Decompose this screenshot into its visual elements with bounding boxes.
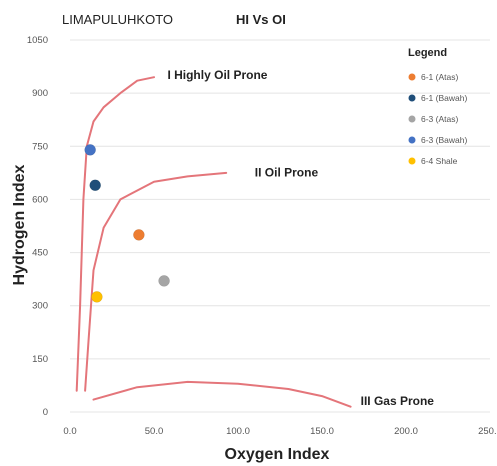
y-axis-ticks: 0 150 300 450 600 750 900 1050: [27, 35, 48, 418]
region-label-2: II Oil Prone: [255, 165, 319, 179]
region-curve-1: [75, 76, 155, 392]
legend-label-4: 6-3 (Bawah): [421, 135, 467, 145]
data-point-5: [91, 291, 103, 303]
x-axis-title: Oxygen Index: [225, 446, 330, 463]
y-tick-label: 900: [32, 88, 48, 99]
kerogen-type-curves: I Highly Oil Prone II Oil Prone III Gas Pr…: [75, 68, 435, 408]
legend-marker-3: [408, 115, 416, 123]
y-tick-label: 450: [32, 248, 48, 259]
legend-marker-5: [408, 157, 416, 165]
x-axis-ticks: 0.0 50.0 100.0 150.0 200.0 250.0: [63, 426, 497, 437]
legend-title: Legend: [408, 47, 447, 59]
gridlines: [70, 39, 490, 413]
legend-marker-2: [408, 94, 416, 102]
data-point-1: [133, 229, 145, 241]
y-tick-label: 300: [32, 301, 48, 312]
legend-marker-1: [408, 73, 416, 81]
x-tick-label: 50.0: [145, 426, 164, 437]
chart-title: HI Vs OI: [236, 12, 286, 27]
y-tick-label: 150: [32, 354, 48, 365]
y-tick-label: 0: [43, 407, 48, 418]
chart-location: LIMAPULUHKOTO: [62, 12, 173, 27]
data-point-2: [89, 179, 101, 192]
x-tick-label: 0.0: [63, 426, 76, 437]
region-label-1: I Highly Oil Prone: [167, 68, 267, 82]
legend-label-5: 6-4 Shale: [421, 156, 458, 166]
y-tick-label: 750: [32, 141, 48, 152]
region-curve-2: [84, 171, 228, 392]
y-axis-title: Hydrogen Index: [11, 164, 28, 285]
region-curve-3: [92, 380, 352, 408]
x-tick-label: 100.0: [226, 426, 250, 437]
region-label-3: III Gas Prone: [361, 394, 435, 408]
y-tick-label: 600: [32, 194, 48, 205]
x-tick-label: 200.0: [394, 426, 418, 437]
x-tick-label: 150.0: [310, 426, 334, 437]
legend-label-3: 6-3 (Atas): [421, 114, 458, 124]
y-tick-label: 1050: [27, 35, 48, 46]
legend-label-2: 6-1 (Bawah): [421, 93, 467, 103]
x-tick-label: 250.0: [478, 426, 497, 437]
data-point-3: [158, 275, 170, 287]
legend: Legend 6-1 (Atas) 6-1 (Bawah) 6-3 (Atas) 6-…: [408, 47, 467, 166]
legend-label-1: 6-1 (Atas): [421, 72, 458, 82]
data-points: [84, 144, 170, 303]
legend-marker-4: [408, 136, 416, 144]
data-point-4: [84, 144, 96, 156]
